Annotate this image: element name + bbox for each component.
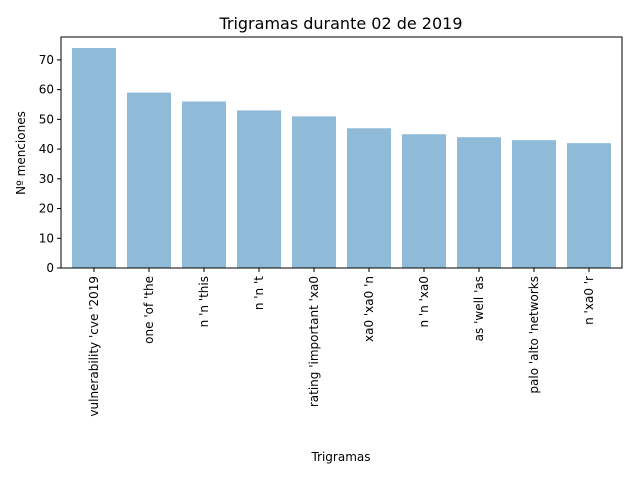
bar-10 — [567, 143, 611, 268]
chart-title: Trigramas durante 02 de 2019 — [218, 14, 462, 33]
y-axis-label: Nº menciones — [14, 111, 28, 195]
x-axis-label: Trigramas — [310, 450, 370, 464]
x-tick-label-4: n 'n 't — [252, 276, 266, 310]
x-tick-label-7: n 'n 'xa0 — [417, 276, 431, 328]
bar-2 — [127, 92, 171, 268]
bar-9 — [512, 140, 556, 268]
bar-1 — [72, 48, 116, 268]
axes-frame — [60, 36, 623, 269]
y-tick-label-10: 10 — [39, 231, 54, 245]
x-tick-label-3: n 'n 'this — [197, 276, 211, 327]
x-tick-label-2: one 'of 'the — [142, 276, 156, 344]
x-tick-label-1: vulnerability 'cve '2019 — [87, 276, 101, 417]
y-tick-label-20: 20 — [39, 202, 54, 216]
y-tick-label-50: 50 — [39, 112, 54, 126]
bar-8 — [457, 137, 501, 268]
y-tick-label-40: 40 — [39, 142, 54, 156]
y-tick-label-0: 0 — [46, 261, 54, 275]
plot-area: 0 10 20 30 40 50 60 70 vulnerability 'cve '2019 o… — [39, 36, 623, 417]
bar-6 — [347, 128, 391, 268]
y-tick-label-60: 60 — [39, 83, 54, 97]
bar-5 — [292, 116, 336, 268]
x-tick-label-5: rating 'important 'xa0 — [307, 276, 321, 407]
bar-3 — [182, 101, 226, 268]
y-tick-label-70: 70 — [39, 53, 54, 67]
bar-4 — [237, 110, 281, 268]
y-tick-label-30: 30 — [39, 172, 54, 186]
x-tick-label-10: n 'xa0 'r — [582, 276, 596, 325]
x-tick-label-8: as 'well 'as — [472, 276, 486, 341]
bar-7 — [402, 134, 446, 268]
x-tick-label-6: xa0 'xa0 'n — [362, 276, 376, 342]
x-tick-label-9: palo 'alto 'networks — [527, 276, 541, 394]
